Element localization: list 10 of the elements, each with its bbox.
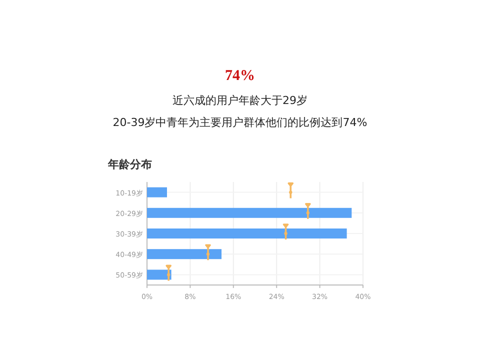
point [206, 252, 210, 256]
chart-title: 年龄分布 [107, 158, 152, 171]
text: 20-39岁中青年为主要用户群体他们的比例达到74% [112, 116, 368, 129]
text: 近六成的用户年龄大于29岁 [172, 94, 308, 107]
point [167, 273, 170, 276]
point [284, 232, 288, 236]
bar [147, 187, 167, 198]
point [289, 190, 292, 194]
text: 74% [225, 68, 255, 84]
point [306, 211, 310, 214]
